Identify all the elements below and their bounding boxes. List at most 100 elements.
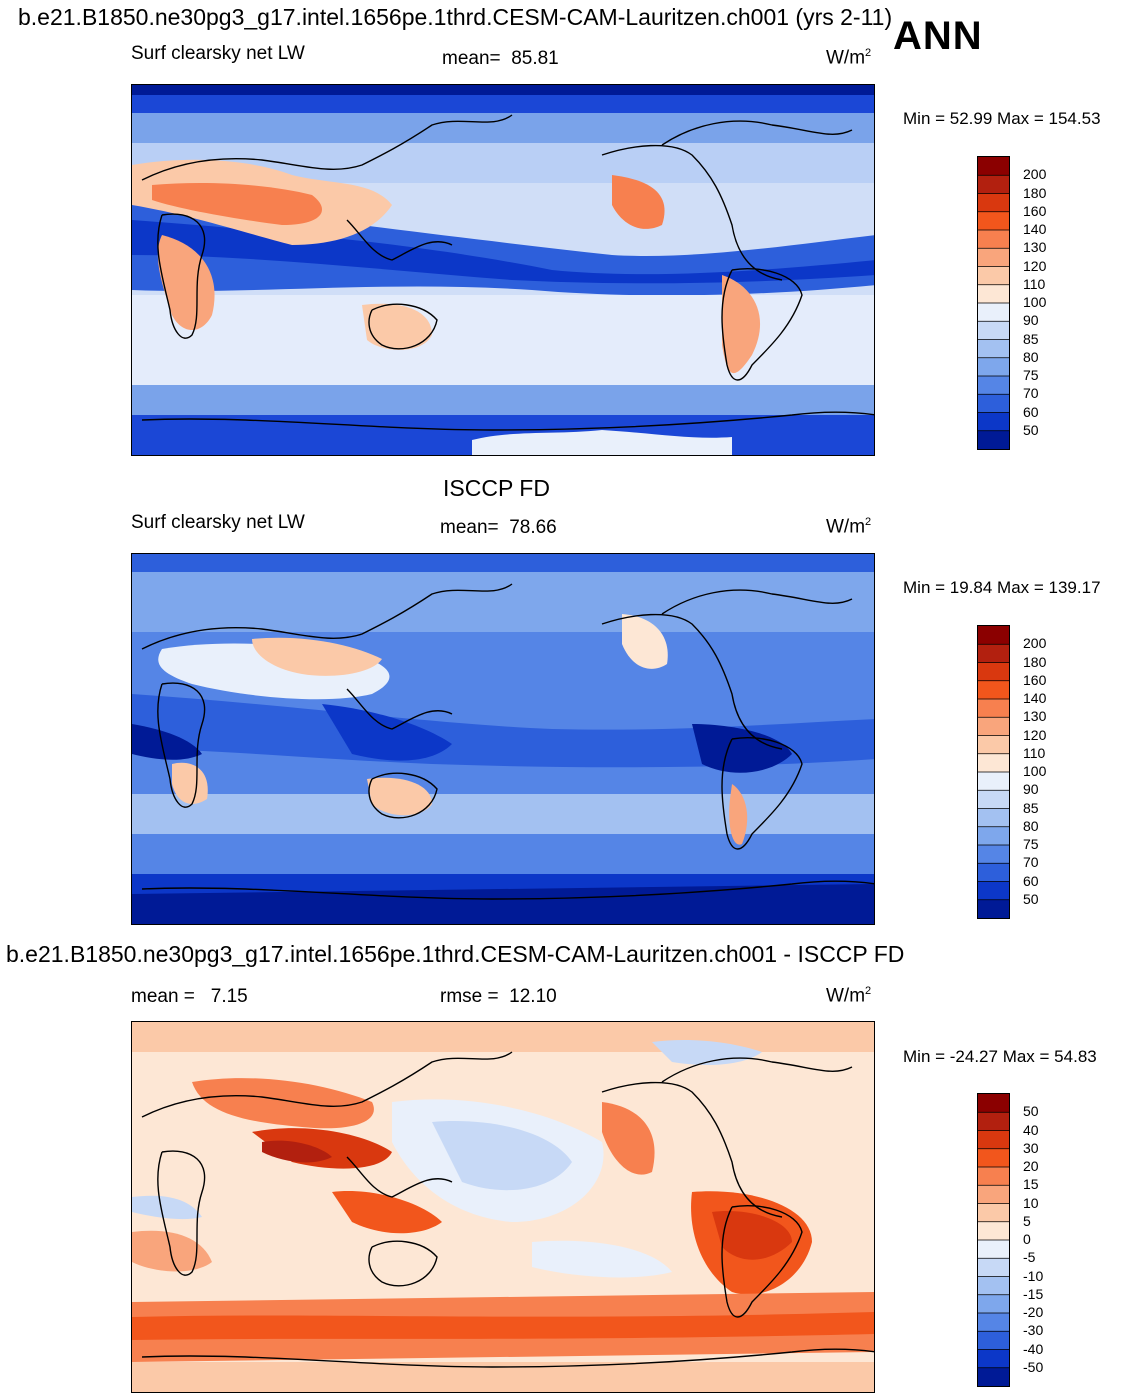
colorbar-swatch <box>978 1130 1009 1150</box>
colorbar-tick-label: 200 <box>1023 166 1047 183</box>
colorbar-tick-label: 10 <box>1023 1194 1039 1211</box>
panel1-mean: mean= 85.81 <box>442 48 559 69</box>
panel2-mean: mean= 78.66 <box>440 517 557 538</box>
colorbar-swatch <box>978 266 1009 286</box>
colorbar-swatch <box>978 376 1009 395</box>
colorbar-swatch <box>978 211 1009 231</box>
colorbar-tick-label: 85 <box>1023 330 1039 347</box>
colorbar-swatch <box>978 626 1009 645</box>
colorbar-tick-label: 75 <box>1023 367 1039 383</box>
colorbar-swatch <box>978 1331 1009 1350</box>
colorbar-tick-label: 180 <box>1023 653 1047 670</box>
colorbar-swatch <box>978 1367 1009 1386</box>
colorbar-swatch <box>978 1167 1009 1186</box>
colorbar-swatch <box>978 790 1009 809</box>
colorbar-swatch <box>978 753 1009 773</box>
colorbar-tick-label: 160 <box>1023 202 1047 219</box>
colorbar-swatch <box>978 1294 1009 1314</box>
colorbar-swatch <box>978 412 1009 432</box>
colorbar-swatch <box>978 662 1009 682</box>
panel2-colorbar-swatches <box>978 626 1009 918</box>
colorbar-tick-label: 75 <box>1023 836 1039 852</box>
colorbar-tick-label: 100 <box>1023 763 1047 779</box>
panel3-colorbar-swatches <box>978 1094 1009 1386</box>
colorbar-swatch <box>978 1203 1009 1223</box>
colorbar-swatch <box>978 175 1009 194</box>
colorbar-swatch <box>978 717 1009 736</box>
colorbar-swatch <box>978 230 1009 249</box>
colorbar-swatch <box>978 772 1009 791</box>
season-label: ANN <box>893 14 983 58</box>
figure-title: b.e21.B1850.ne30pg3_g17.intel.1656pe.1th… <box>18 4 893 30</box>
panel2-units: W/m2 <box>826 516 872 538</box>
colorbar-tick-label: 60 <box>1023 872 1039 889</box>
panel3-heading: b.e21.B1850.ne30pg3_g17.intel.1656pe.1th… <box>6 941 905 967</box>
panel1-variable-label: Surf clearsky net LW <box>131 43 305 64</box>
colorbar-tick-label: 160 <box>1023 671 1047 688</box>
colorbar-tick-label: -30 <box>1023 1322 1044 1339</box>
colorbar-tick-label: 40 <box>1023 1121 1039 1138</box>
panel3-rmse: rmse = 12.10 <box>440 986 557 1007</box>
colorbar-tick-label: 30 <box>1023 1139 1039 1156</box>
colorbar-tick-label: 80 <box>1023 348 1039 365</box>
colorbar-swatch <box>978 1221 1009 1241</box>
colorbar-tick-label: -10 <box>1023 1267 1044 1284</box>
panel3-map <box>131 1021 875 1393</box>
colorbar-swatch <box>978 1313 1009 1332</box>
colorbar-swatch <box>978 357 1009 377</box>
panel3-minmax: Min = -24.27 Max = 54.83 <box>903 1047 1097 1066</box>
colorbar-tick-label: 60 <box>1023 403 1039 420</box>
panel1-map <box>131 84 875 456</box>
colorbar-tick-label: 200 <box>1023 635 1047 652</box>
panel3-units: W/m2 <box>826 985 872 1007</box>
colorbar-tick-label: -50 <box>1023 1358 1044 1375</box>
colorbar-tick-label: 120 <box>1023 726 1047 743</box>
panel2-colorbar <box>977 625 1010 919</box>
colorbar-swatch <box>978 303 1009 322</box>
colorbar-swatch <box>978 157 1009 176</box>
colorbar-swatch <box>978 1148 1009 1168</box>
colorbar-swatch <box>978 430 1009 449</box>
colorbar-swatch <box>978 699 1009 718</box>
colorbar-tick-label: 85 <box>1023 799 1039 816</box>
panel2-minmax: Min = 19.84 Max = 139.17 <box>903 578 1101 597</box>
colorbar-tick-label: 50 <box>1023 890 1039 907</box>
colorbar-swatch <box>978 1240 1009 1259</box>
panel1-units: W/m2 <box>826 47 872 69</box>
colorbar-swatch <box>978 881 1009 901</box>
colorbar-tick-label: 90 <box>1023 312 1039 329</box>
colorbar-tick-label: 80 <box>1023 817 1039 834</box>
colorbar-tick-label: 70 <box>1023 854 1039 871</box>
colorbar-swatch <box>978 644 1009 663</box>
colorbar-tick-label: 15 <box>1023 1176 1039 1193</box>
panel1-colorbar-swatches <box>978 157 1009 449</box>
colorbar-tick-label: 130 <box>1023 239 1047 256</box>
colorbar-swatch <box>978 680 1009 700</box>
colorbar-swatch <box>978 339 1009 359</box>
colorbar-swatch <box>978 735 1009 755</box>
panel1-minmax: Min = 52.99 Max = 154.53 <box>903 109 1101 128</box>
colorbar-tick-label: 130 <box>1023 708 1047 725</box>
colorbar-swatch <box>978 899 1009 918</box>
colorbar-swatch <box>978 394 1009 413</box>
colorbar-tick-label: 120 <box>1023 257 1047 274</box>
colorbar-tick-label: 0 <box>1023 1231 1031 1247</box>
colorbar-tick-label: 20 <box>1023 1158 1039 1174</box>
colorbar-tick-label: 140 <box>1023 690 1047 706</box>
panel2-heading: ISCCP FD <box>443 475 550 501</box>
colorbar-swatch <box>978 845 1009 864</box>
panel2-variable-label: Surf clearsky net LW <box>131 512 305 533</box>
colorbar-swatch <box>978 808 1009 828</box>
colorbar-tick-label: 110 <box>1023 275 1046 292</box>
colorbar-tick-label: -20 <box>1023 1304 1044 1320</box>
colorbar-swatch <box>978 193 1009 213</box>
colorbar-swatch <box>978 1094 1009 1113</box>
colorbar-tick-label: 100 <box>1023 294 1047 310</box>
colorbar-tick-label: 50 <box>1023 1103 1039 1120</box>
colorbar-tick-label: 140 <box>1023 221 1047 237</box>
colorbar-swatch <box>978 1276 1009 1296</box>
colorbar-tick-label: -40 <box>1023 1340 1044 1357</box>
colorbar-swatch <box>978 321 1009 340</box>
panel2-map <box>131 553 875 925</box>
colorbar-swatch <box>978 863 1009 882</box>
